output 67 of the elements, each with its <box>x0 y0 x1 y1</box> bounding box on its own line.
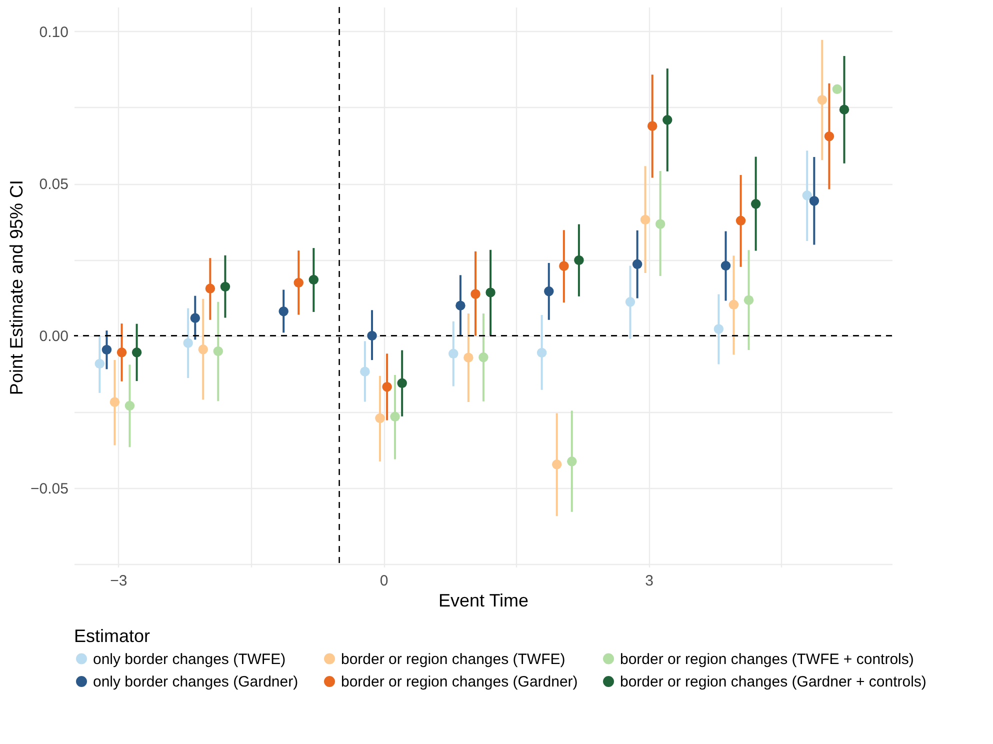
point <box>132 348 142 358</box>
point <box>720 260 731 271</box>
legend-label: border or region changes (Gardner) <box>341 674 578 690</box>
legend-label: border or region changes (Gardner + controls) <box>620 674 926 690</box>
point <box>382 382 392 392</box>
point <box>824 131 834 142</box>
legend-label: only border changes (Gardner) <box>93 674 298 690</box>
point <box>294 278 304 288</box>
point <box>809 196 820 206</box>
legend-label: border or region changes (TWFE) <box>341 650 566 668</box>
point <box>205 284 216 294</box>
legend-title: Estimator <box>74 626 150 646</box>
y-tick-label: 0.05 <box>39 176 68 194</box>
y-axis-title: Point Estimate and 95% CI <box>6 180 27 396</box>
point <box>744 295 754 305</box>
point <box>464 352 474 362</box>
point <box>559 261 569 271</box>
point <box>625 297 636 307</box>
point <box>574 255 584 266</box>
x-axis-title: Event Time <box>438 590 529 610</box>
point <box>802 190 812 200</box>
point <box>470 289 480 299</box>
point <box>124 400 135 411</box>
point <box>94 358 105 369</box>
point <box>456 300 466 310</box>
point <box>839 104 850 114</box>
y-tick-label: 0.10 <box>39 24 68 41</box>
point <box>183 338 193 348</box>
point <box>632 259 642 270</box>
point <box>220 282 230 292</box>
point <box>486 288 496 298</box>
point <box>750 199 761 209</box>
point <box>655 219 666 229</box>
point <box>367 330 377 341</box>
point <box>736 216 746 226</box>
point <box>397 378 407 388</box>
x-tick-label: −3 <box>110 572 128 590</box>
point <box>817 94 828 105</box>
point <box>308 274 319 285</box>
point <box>662 115 672 125</box>
point <box>536 348 547 358</box>
y-tick-label: −0.05 <box>30 480 68 498</box>
point <box>714 324 724 334</box>
x-tick-label: 0 <box>380 572 388 590</box>
point <box>375 413 385 424</box>
point <box>552 460 562 470</box>
point <box>102 344 112 355</box>
point <box>360 366 370 376</box>
point <box>728 300 739 310</box>
point <box>278 306 288 316</box>
point <box>190 313 200 323</box>
point <box>448 348 458 359</box>
legend-label: border or region changes (TWFE + controls) <box>620 650 914 668</box>
point <box>567 456 577 466</box>
point <box>544 286 554 296</box>
point <box>640 214 650 225</box>
point <box>647 121 658 131</box>
point <box>390 412 400 422</box>
point <box>478 352 488 362</box>
point <box>832 84 842 94</box>
point <box>213 346 224 356</box>
point <box>198 344 208 354</box>
point <box>110 397 120 407</box>
y-tick-label: 0.00 <box>39 328 68 346</box>
point <box>116 348 127 358</box>
legend-label: only border changes (TWFE) <box>93 650 286 668</box>
x-tick-label: 3 <box>645 572 654 590</box>
